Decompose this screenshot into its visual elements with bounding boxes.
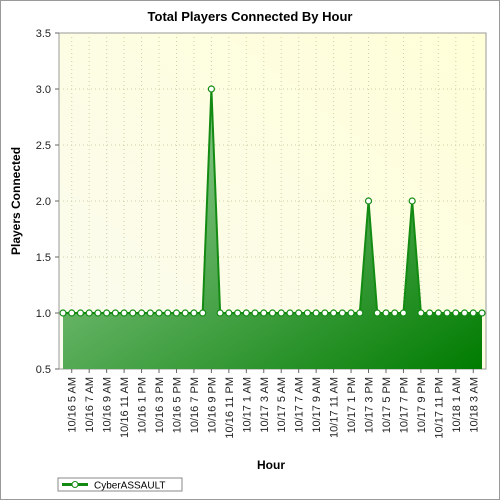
data-point [347, 309, 355, 317]
data-point [85, 309, 93, 317]
data-point [146, 309, 154, 317]
data-point [199, 309, 207, 317]
x-tick-label: 10/16 9 AM [102, 377, 114, 433]
data-point [129, 309, 137, 317]
x-tick-label: 10/16 9 PM [206, 377, 218, 433]
data-point [207, 85, 215, 93]
y-axis-ticks: 0.5 1.0 1.5 2.0 2.5 3.0 3.5 [36, 28, 59, 376]
data-point [233, 309, 242, 317]
x-tick-label: 10/17 7 AM [294, 377, 306, 433]
data-point [364, 197, 373, 205]
series-markers [59, 85, 486, 317]
data-point [417, 309, 425, 317]
legend-marker-icon [71, 481, 79, 488]
data-point [216, 309, 224, 317]
y-tick-label: 1.0 [36, 308, 51, 320]
data-point [242, 309, 250, 317]
x-tick-label: 10/16 3 PM [154, 377, 166, 433]
legend-box [57, 477, 183, 492]
legend-label: CyberASSAULT [94, 481, 166, 492]
x-tick-label: 10/17 1 PM [346, 377, 358, 433]
data-point [277, 309, 285, 317]
x-tick-label: 10/17 9 AM [311, 377, 323, 433]
data-point [181, 309, 189, 317]
data-point [68, 309, 76, 317]
data-point [460, 309, 469, 317]
x-tick-label: 10/16 11 AM [119, 377, 131, 438]
data-point [111, 309, 119, 317]
data-point [382, 309, 390, 317]
data-point [391, 309, 399, 317]
data-point [321, 309, 329, 317]
y-axis-label: Players Connected [9, 147, 23, 255]
data-point [399, 309, 408, 317]
data-point [286, 309, 294, 317]
x-tick-label: 10/17 3 PM [364, 377, 376, 433]
data-point [434, 309, 442, 317]
x-tick-label: 10/16 5 AM [67, 377, 79, 433]
x-tick-label: 10/17 7 PM [398, 377, 410, 433]
data-point [94, 309, 102, 317]
data-point [469, 309, 477, 317]
data-point [76, 309, 85, 317]
data-point [295, 309, 303, 317]
y-tick-label: 3.0 [36, 84, 51, 96]
x-tick-label: 10/18 3 AM [468, 377, 480, 433]
x-tick-label: 10/16 11 PM [224, 377, 236, 439]
y-tick-label: 0.5 [36, 364, 51, 376]
data-point [260, 309, 268, 317]
chart-title: Total Players Connected By Hour [148, 9, 353, 24]
legend: CyberASSAULT [57, 477, 183, 492]
data-point [155, 309, 163, 317]
data-point [356, 309, 364, 317]
x-tick-label: 10/17 5 PM [381, 377, 393, 433]
data-point [452, 309, 460, 317]
data-point [443, 309, 451, 317]
data-point [59, 309, 67, 317]
data-point [172, 309, 181, 317]
y-tick-label: 1.5 [36, 252, 51, 264]
data-point [312, 309, 320, 317]
x-axis-ticks: 10/16 5 AM 10/16 7 AM 10/16 9 AM 10/16 11 A… [67, 369, 480, 439]
x-tick-label: 10/17 11 AM [329, 377, 341, 438]
data-point [426, 309, 434, 317]
x-tick-label: 10/16 7 AM [84, 377, 96, 433]
y-tick-label: 2.0 [36, 196, 51, 208]
x-tick-label: 10/17 9 PM [416, 377, 428, 433]
x-tick-label: 10/16 1 PM [137, 377, 149, 433]
data-point [103, 309, 111, 317]
data-point [338, 309, 346, 317]
x-tick-label: 10/16 7 PM [189, 377, 201, 433]
x-axis-label: Hour [257, 458, 285, 472]
data-point [408, 197, 416, 205]
data-point [478, 309, 486, 317]
x-tick-label: 10/16 5 PM [171, 377, 183, 433]
data-point [373, 309, 381, 317]
x-tick-label: 10/17 11 PM [433, 377, 445, 439]
data-point [164, 309, 172, 317]
y-tick-label: 2.5 [36, 140, 51, 152]
x-tick-label: 10/17 3 AM [259, 377, 271, 433]
x-tick-label: 10/18 1 AM [451, 377, 463, 433]
x-tick-label: 10/17 5 AM [276, 377, 288, 433]
data-point [330, 309, 338, 317]
data-point [225, 309, 233, 317]
x-tick-label: 10/17 1 AM [241, 377, 253, 433]
data-point [303, 309, 312, 317]
data-point [137, 309, 146, 317]
data-point [268, 309, 277, 317]
data-point [251, 309, 259, 317]
data-point [190, 309, 198, 317]
y-tick-label: 3.5 [36, 28, 51, 40]
data-point [120, 309, 128, 317]
